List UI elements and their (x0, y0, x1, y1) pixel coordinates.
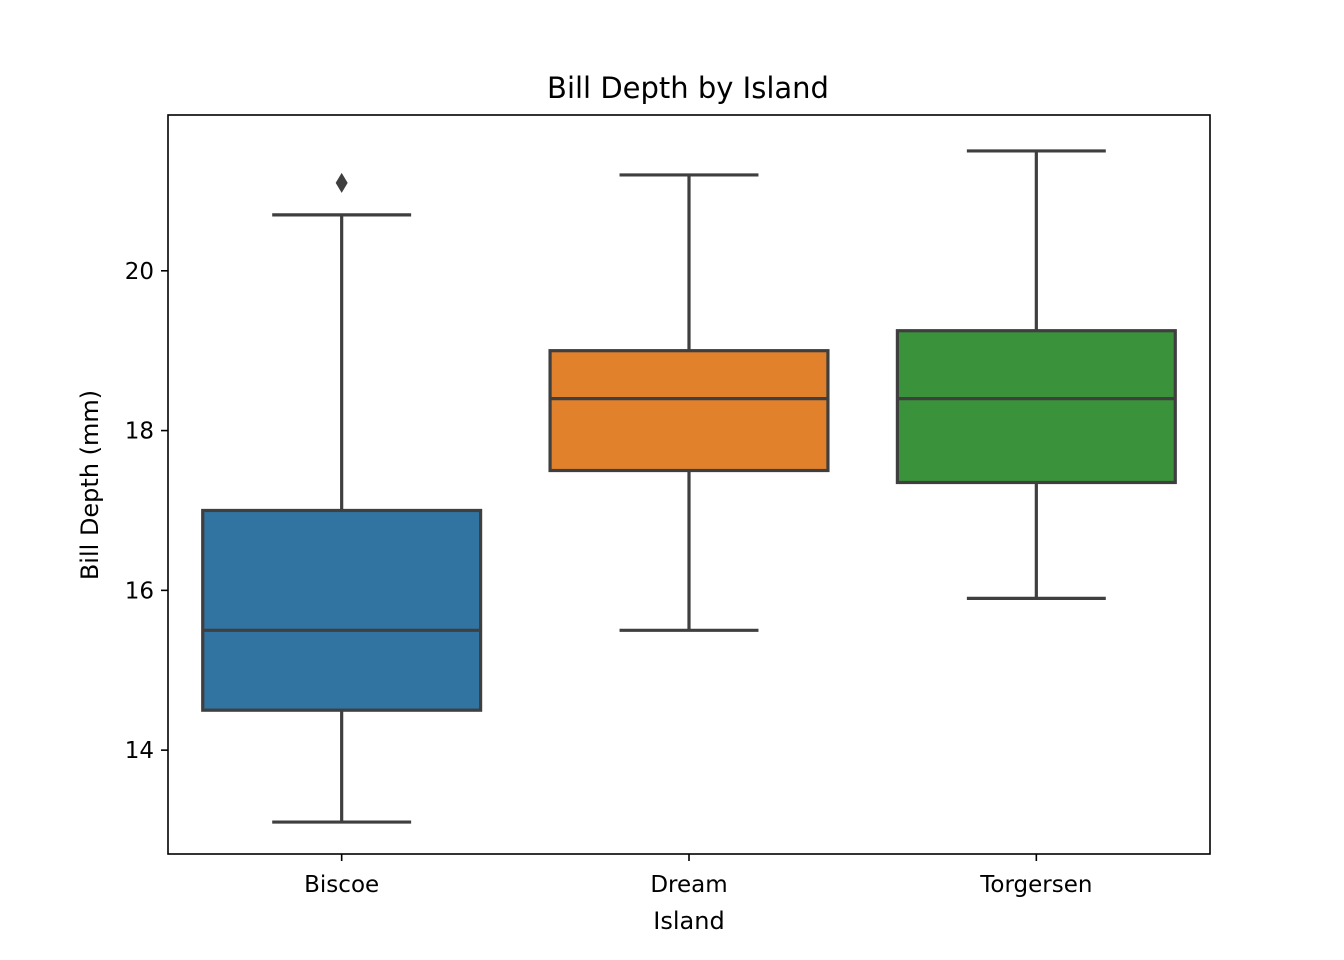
iqr-box-dream (548, 349, 830, 473)
iqr-box-biscoe (201, 508, 483, 712)
y-tick-label: 18 (125, 419, 154, 445)
iqr-box-torgersen (895, 329, 1177, 485)
box-biscoe (201, 172, 483, 824)
x-tick-label: Biscoe (304, 872, 379, 898)
x-tick-label: Torgersen (979, 872, 1092, 898)
y-tick-label: 20 (125, 259, 154, 285)
y-tick-label: 16 (125, 578, 154, 604)
x-axis-label: Island (653, 907, 724, 935)
plot-frame (167, 114, 1211, 855)
outlier-point-biscoe (335, 172, 348, 193)
y-axis: 14 16 18 20 (125, 259, 168, 764)
box-torgersen (895, 149, 1177, 600)
x-axis: Biscoe Dream Torgersen (304, 854, 1092, 898)
y-tick-label: 14 (125, 738, 154, 764)
chart-title: Bill Depth by Island (547, 71, 829, 105)
box-dream (548, 173, 830, 632)
x-tick-label: Dream (650, 872, 727, 898)
y-axis-label: Bill Depth (mm) (76, 390, 104, 580)
boxes-group (201, 149, 1177, 824)
